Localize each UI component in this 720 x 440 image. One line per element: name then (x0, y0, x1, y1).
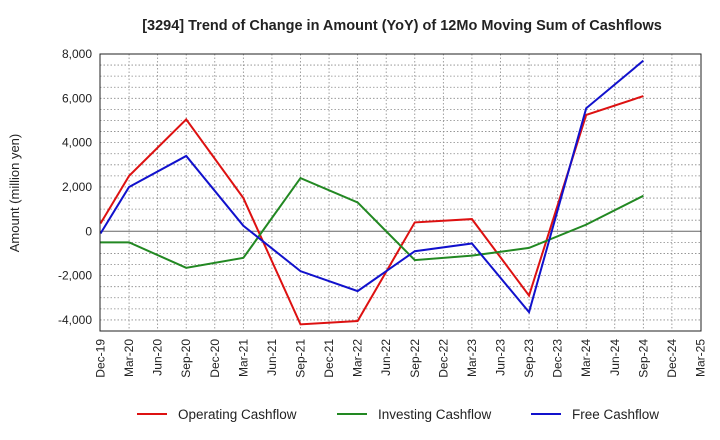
legend-label: Operating Cashflow (178, 407, 297, 422)
x-tick-label: Mar-20 (122, 339, 136, 377)
x-tick-label: Sep-24 (636, 339, 650, 378)
x-tick-label: Jun-24 (608, 339, 622, 376)
y-tick-label: 8,000 (62, 47, 92, 61)
x-tick-label: Mar-24 (579, 339, 593, 377)
x-tick-label: Dec-23 (551, 339, 565, 378)
x-tick-label: Dec-22 (436, 339, 450, 378)
plot-frame (99, 53, 702, 332)
plot-area (100, 54, 701, 331)
series-line-free-cashflow (99, 59, 644, 315)
x-tick-label: Mar-22 (351, 339, 365, 377)
x-tick-label: Dec-24 (665, 339, 679, 378)
y-tick-label: 2,000 (62, 180, 92, 194)
y-tick-label: 6,000 (62, 91, 92, 105)
x-tick-label: Sep-21 (293, 339, 307, 378)
x-tick-label: Mar-21 (236, 339, 250, 377)
x-tick-label: Mar-25 (693, 339, 707, 377)
x-tick-label: Jun-21 (265, 339, 279, 376)
x-tick-label: Sep-23 (522, 339, 536, 378)
y-tick-label: -4,000 (58, 313, 92, 327)
x-tick-label: Jun-22 (379, 339, 393, 376)
y-tick-label: 4,000 (62, 136, 92, 150)
x-tick-label: Jun-20 (151, 339, 165, 376)
x-tick-label: Dec-19 (94, 339, 108, 378)
y-axis-label: Amount (million yen) (7, 134, 22, 253)
chart-title: [3294] Trend of Change in Amount (YoY) o… (142, 18, 662, 34)
x-tick-label: Jun-23 (493, 339, 507, 376)
legend-label: Free Cashflow (572, 407, 659, 422)
y-tick-label: -2,000 (58, 269, 92, 283)
legend-label: Investing Cashflow (378, 407, 492, 422)
x-tick-label: Dec-20 (208, 339, 222, 378)
y-tick-labels: -4,000 -2,000 0 2,000 4,000 6,000 8,000 (58, 47, 92, 327)
x-tick-label: Dec-21 (322, 339, 336, 378)
y-tick-label: 0 (85, 224, 92, 238)
x-tick-label: Sep-22 (408, 339, 422, 378)
series-line-operating-cashflow (99, 95, 644, 326)
series-line-investing-cashflow (100, 176, 644, 269)
x-tick-label: Mar-23 (465, 339, 479, 377)
legend: Operating Cashflow Investing Cashflow Free… (137, 407, 659, 422)
x-tick-labels: Dec-19 Mar-20 Jun-20 Sep-20 Dec-20 Mar-21 Jun-… (94, 339, 708, 378)
series-lines (99, 59, 644, 326)
x-tick-label: Sep-20 (179, 339, 193, 378)
